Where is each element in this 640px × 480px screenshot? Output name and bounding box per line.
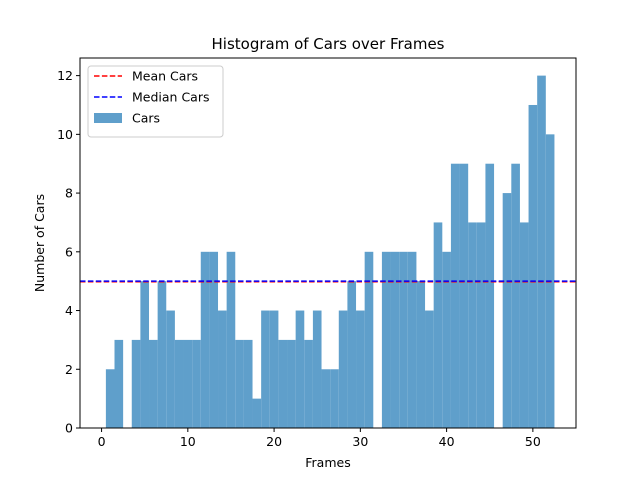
x-axis-label: Frames bbox=[305, 455, 350, 470]
bar-frame-39 bbox=[433, 222, 443, 428]
bar-frame-48 bbox=[511, 163, 520, 428]
bars-group bbox=[105, 75, 555, 429]
legend-swatch-cars bbox=[94, 113, 122, 123]
bar-frame-16 bbox=[235, 339, 244, 428]
bar-frame-27 bbox=[330, 369, 339, 428]
bar-frame-30 bbox=[356, 310, 365, 428]
bar-frame-37 bbox=[416, 281, 426, 428]
bar-frame-18 bbox=[252, 398, 262, 428]
bar-frame-23 bbox=[295, 310, 305, 428]
y-tick-label-2: 2 bbox=[65, 362, 73, 377]
y-axis-label: Number of Cars bbox=[32, 194, 47, 292]
bar-frame-33 bbox=[381, 251, 391, 428]
axes bbox=[79, 57, 577, 429]
bar-frame-47 bbox=[502, 193, 512, 428]
x-tick-label-0: 0 bbox=[98, 434, 106, 449]
bar-frame-4 bbox=[131, 339, 141, 428]
y-tick-label-4: 4 bbox=[65, 303, 73, 318]
bar-frame-50 bbox=[528, 104, 538, 428]
plot-frame bbox=[79, 57, 577, 429]
bar-frame-24 bbox=[304, 339, 313, 428]
bar-frame-10 bbox=[183, 339, 193, 428]
bar-frame-1 bbox=[105, 369, 115, 428]
reference-lines bbox=[80, 280, 576, 283]
bar-frame-51 bbox=[537, 75, 546, 429]
bar-frame-43 bbox=[468, 222, 477, 428]
bar-frame-40 bbox=[442, 251, 451, 428]
bar-frame-15 bbox=[226, 251, 236, 428]
bar-frame-7 bbox=[157, 281, 167, 428]
x-ticks: 0 10 20 30 40 50 bbox=[98, 428, 541, 449]
bar-frame-2 bbox=[114, 339, 124, 428]
bar-frame-35 bbox=[399, 251, 408, 428]
bar-frame-36 bbox=[407, 251, 417, 428]
legend-label-cars: Cars bbox=[132, 111, 160, 126]
chart-title: Histogram of Cars over Frames bbox=[212, 35, 445, 53]
bar-frame-13 bbox=[209, 251, 219, 428]
bar-frame-20 bbox=[269, 310, 279, 428]
bar-frame-49 bbox=[519, 222, 529, 428]
x-tick-label-50: 50 bbox=[525, 434, 541, 449]
bar-frame-11 bbox=[192, 339, 201, 428]
bar-frame-31 bbox=[364, 251, 374, 428]
bar-frame-28 bbox=[338, 310, 348, 428]
bar-frame-34 bbox=[390, 251, 400, 428]
legend: Mean Cars Median Cars Cars bbox=[87, 65, 224, 138]
legend-label-mean-cars: Mean Cars bbox=[132, 69, 198, 84]
bar-frame-12 bbox=[200, 251, 210, 428]
bar-frame-41 bbox=[450, 163, 460, 428]
y-tick-label-6: 6 bbox=[65, 244, 73, 259]
bar-frame-45 bbox=[485, 163, 495, 428]
bar-frame-38 bbox=[425, 310, 434, 428]
bar-frame-25 bbox=[312, 310, 322, 428]
bar-frame-42 bbox=[459, 163, 469, 428]
bar-frame-5 bbox=[140, 281, 150, 428]
bar-frame-29 bbox=[347, 281, 357, 428]
x-tick-label-10: 10 bbox=[180, 434, 196, 449]
y-tick-label-10: 10 bbox=[57, 127, 73, 142]
bar-frame-44 bbox=[476, 222, 486, 428]
x-tick-label-20: 20 bbox=[266, 434, 282, 449]
bar-frame-19 bbox=[261, 310, 270, 428]
bar-frame-22 bbox=[287, 339, 296, 428]
y-tick-label-8: 8 bbox=[65, 186, 73, 201]
bar-frame-6 bbox=[149, 339, 158, 428]
bar-frame-26 bbox=[321, 369, 331, 428]
legend-label-median-cars: Median Cars bbox=[132, 90, 209, 105]
y-tick-label-0: 0 bbox=[65, 421, 73, 436]
bar-frame-8 bbox=[166, 310, 175, 428]
y-ticks: 0 2 4 6 8 10 12 bbox=[57, 68, 80, 436]
bar-frame-21 bbox=[278, 339, 288, 428]
x-tick-label-30: 30 bbox=[352, 434, 368, 449]
bar-frame-9 bbox=[174, 339, 184, 428]
x-tick-label-40: 40 bbox=[439, 434, 455, 449]
bar-frame-17 bbox=[243, 339, 253, 428]
y-tick-label-12: 12 bbox=[57, 68, 73, 83]
bar-frame-14 bbox=[218, 310, 227, 428]
